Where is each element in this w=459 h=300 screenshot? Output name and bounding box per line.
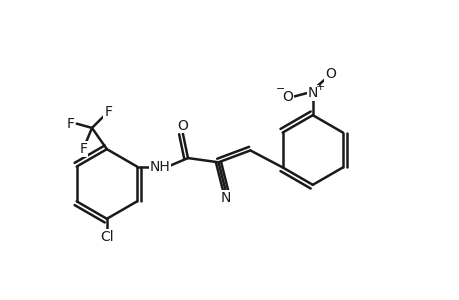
Text: −: − [275,84,285,94]
Text: O: O [282,89,293,103]
Text: F: F [67,117,75,131]
Text: O: O [177,119,188,133]
Text: O: O [325,67,336,81]
Text: F: F [104,105,112,119]
Text: +: + [315,82,325,92]
Text: Cl: Cl [100,230,113,244]
Text: N: N [220,191,231,205]
Text: N: N [307,86,317,100]
Text: F: F [79,142,87,156]
Text: NH: NH [150,160,170,174]
